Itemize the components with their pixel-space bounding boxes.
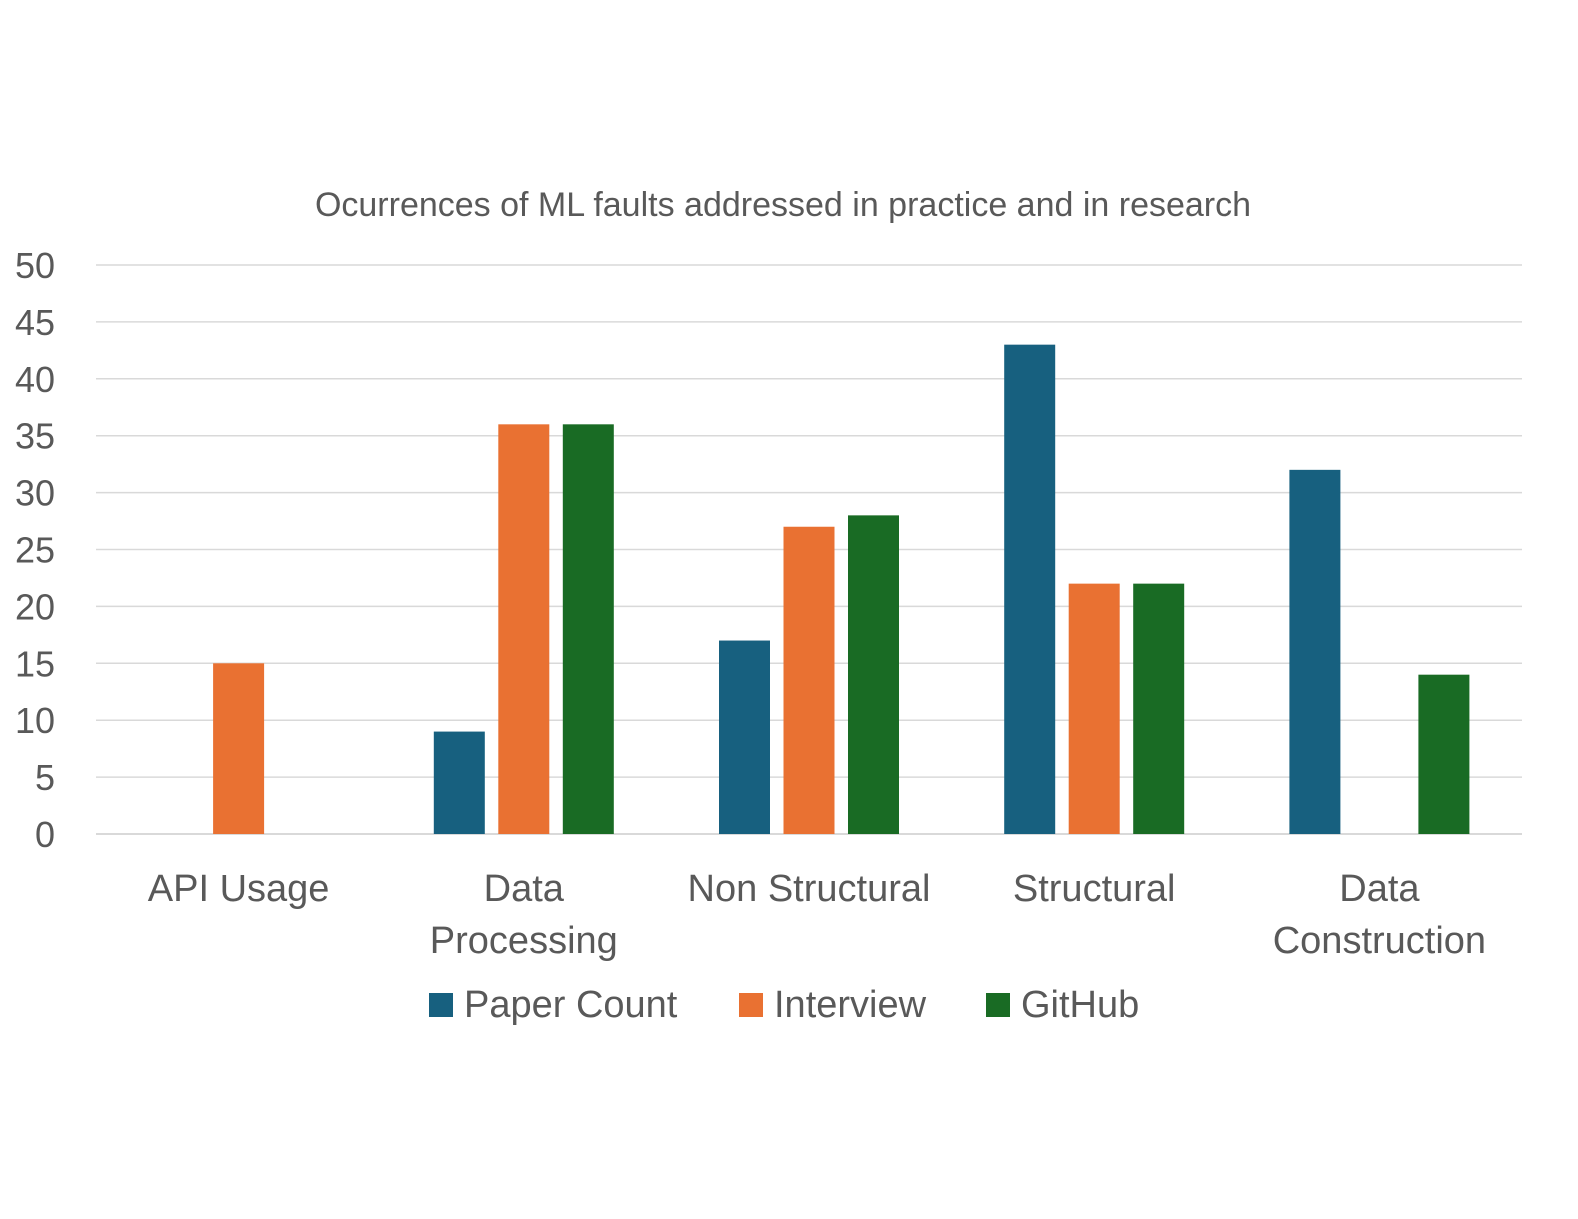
y-tick-label: 30 — [15, 473, 55, 514]
bars — [213, 344, 1470, 834]
bar-interview — [213, 663, 265, 834]
x-tick-label: Structural — [1013, 868, 1176, 910]
bar-github — [562, 424, 614, 834]
legend-label: Paper Count — [464, 984, 678, 1026]
bar-github — [1133, 583, 1185, 834]
y-tick-label: 15 — [15, 643, 55, 684]
bar-paper-count — [719, 640, 770, 834]
x-axis-ticks: API Usage Data Processing Non Structural Str… — [148, 868, 1486, 962]
y-tick-label: 5 — [35, 757, 55, 798]
bar-interview — [498, 424, 550, 834]
y-tick-label: 25 — [15, 530, 55, 571]
bar-interview — [1068, 583, 1120, 834]
bar-paper-count — [433, 731, 485, 834]
legend-label: Interview — [774, 984, 927, 1026]
bar-paper-count — [1004, 344, 1056, 834]
y-tick-label: 40 — [15, 359, 55, 400]
y-tick-label: 35 — [15, 416, 55, 457]
bar-github — [1418, 674, 1470, 834]
y-tick-label: 50 — [15, 245, 55, 286]
legend-swatch — [429, 993, 453, 1017]
x-tick-label: Data Construction — [1273, 868, 1486, 962]
y-tick-label: 10 — [15, 700, 55, 741]
x-tick-label: Non Structural — [688, 868, 931, 910]
legend: Paper Count Interview GitHub — [429, 984, 1139, 1026]
bar-github — [848, 515, 899, 834]
y-tick-label: 20 — [15, 586, 55, 627]
x-tick-label: Data Processing — [430, 868, 618, 962]
bar-paper-count — [1289, 469, 1341, 834]
legend-swatch — [986, 993, 1010, 1017]
chart-title: Ocurrences of ML faults addressed in pra… — [315, 186, 1251, 224]
legend-swatch — [739, 993, 763, 1017]
bar-interview — [783, 526, 835, 834]
y-tick-label: 45 — [15, 302, 55, 343]
legend-label: GitHub — [1021, 984, 1139, 1026]
x-tick-label: API Usage — [148, 868, 330, 910]
y-tick-label: 0 — [35, 814, 55, 855]
y-axis-ticks: 0 5 10 15 20 25 30 35 40 45 50 — [15, 245, 55, 855]
